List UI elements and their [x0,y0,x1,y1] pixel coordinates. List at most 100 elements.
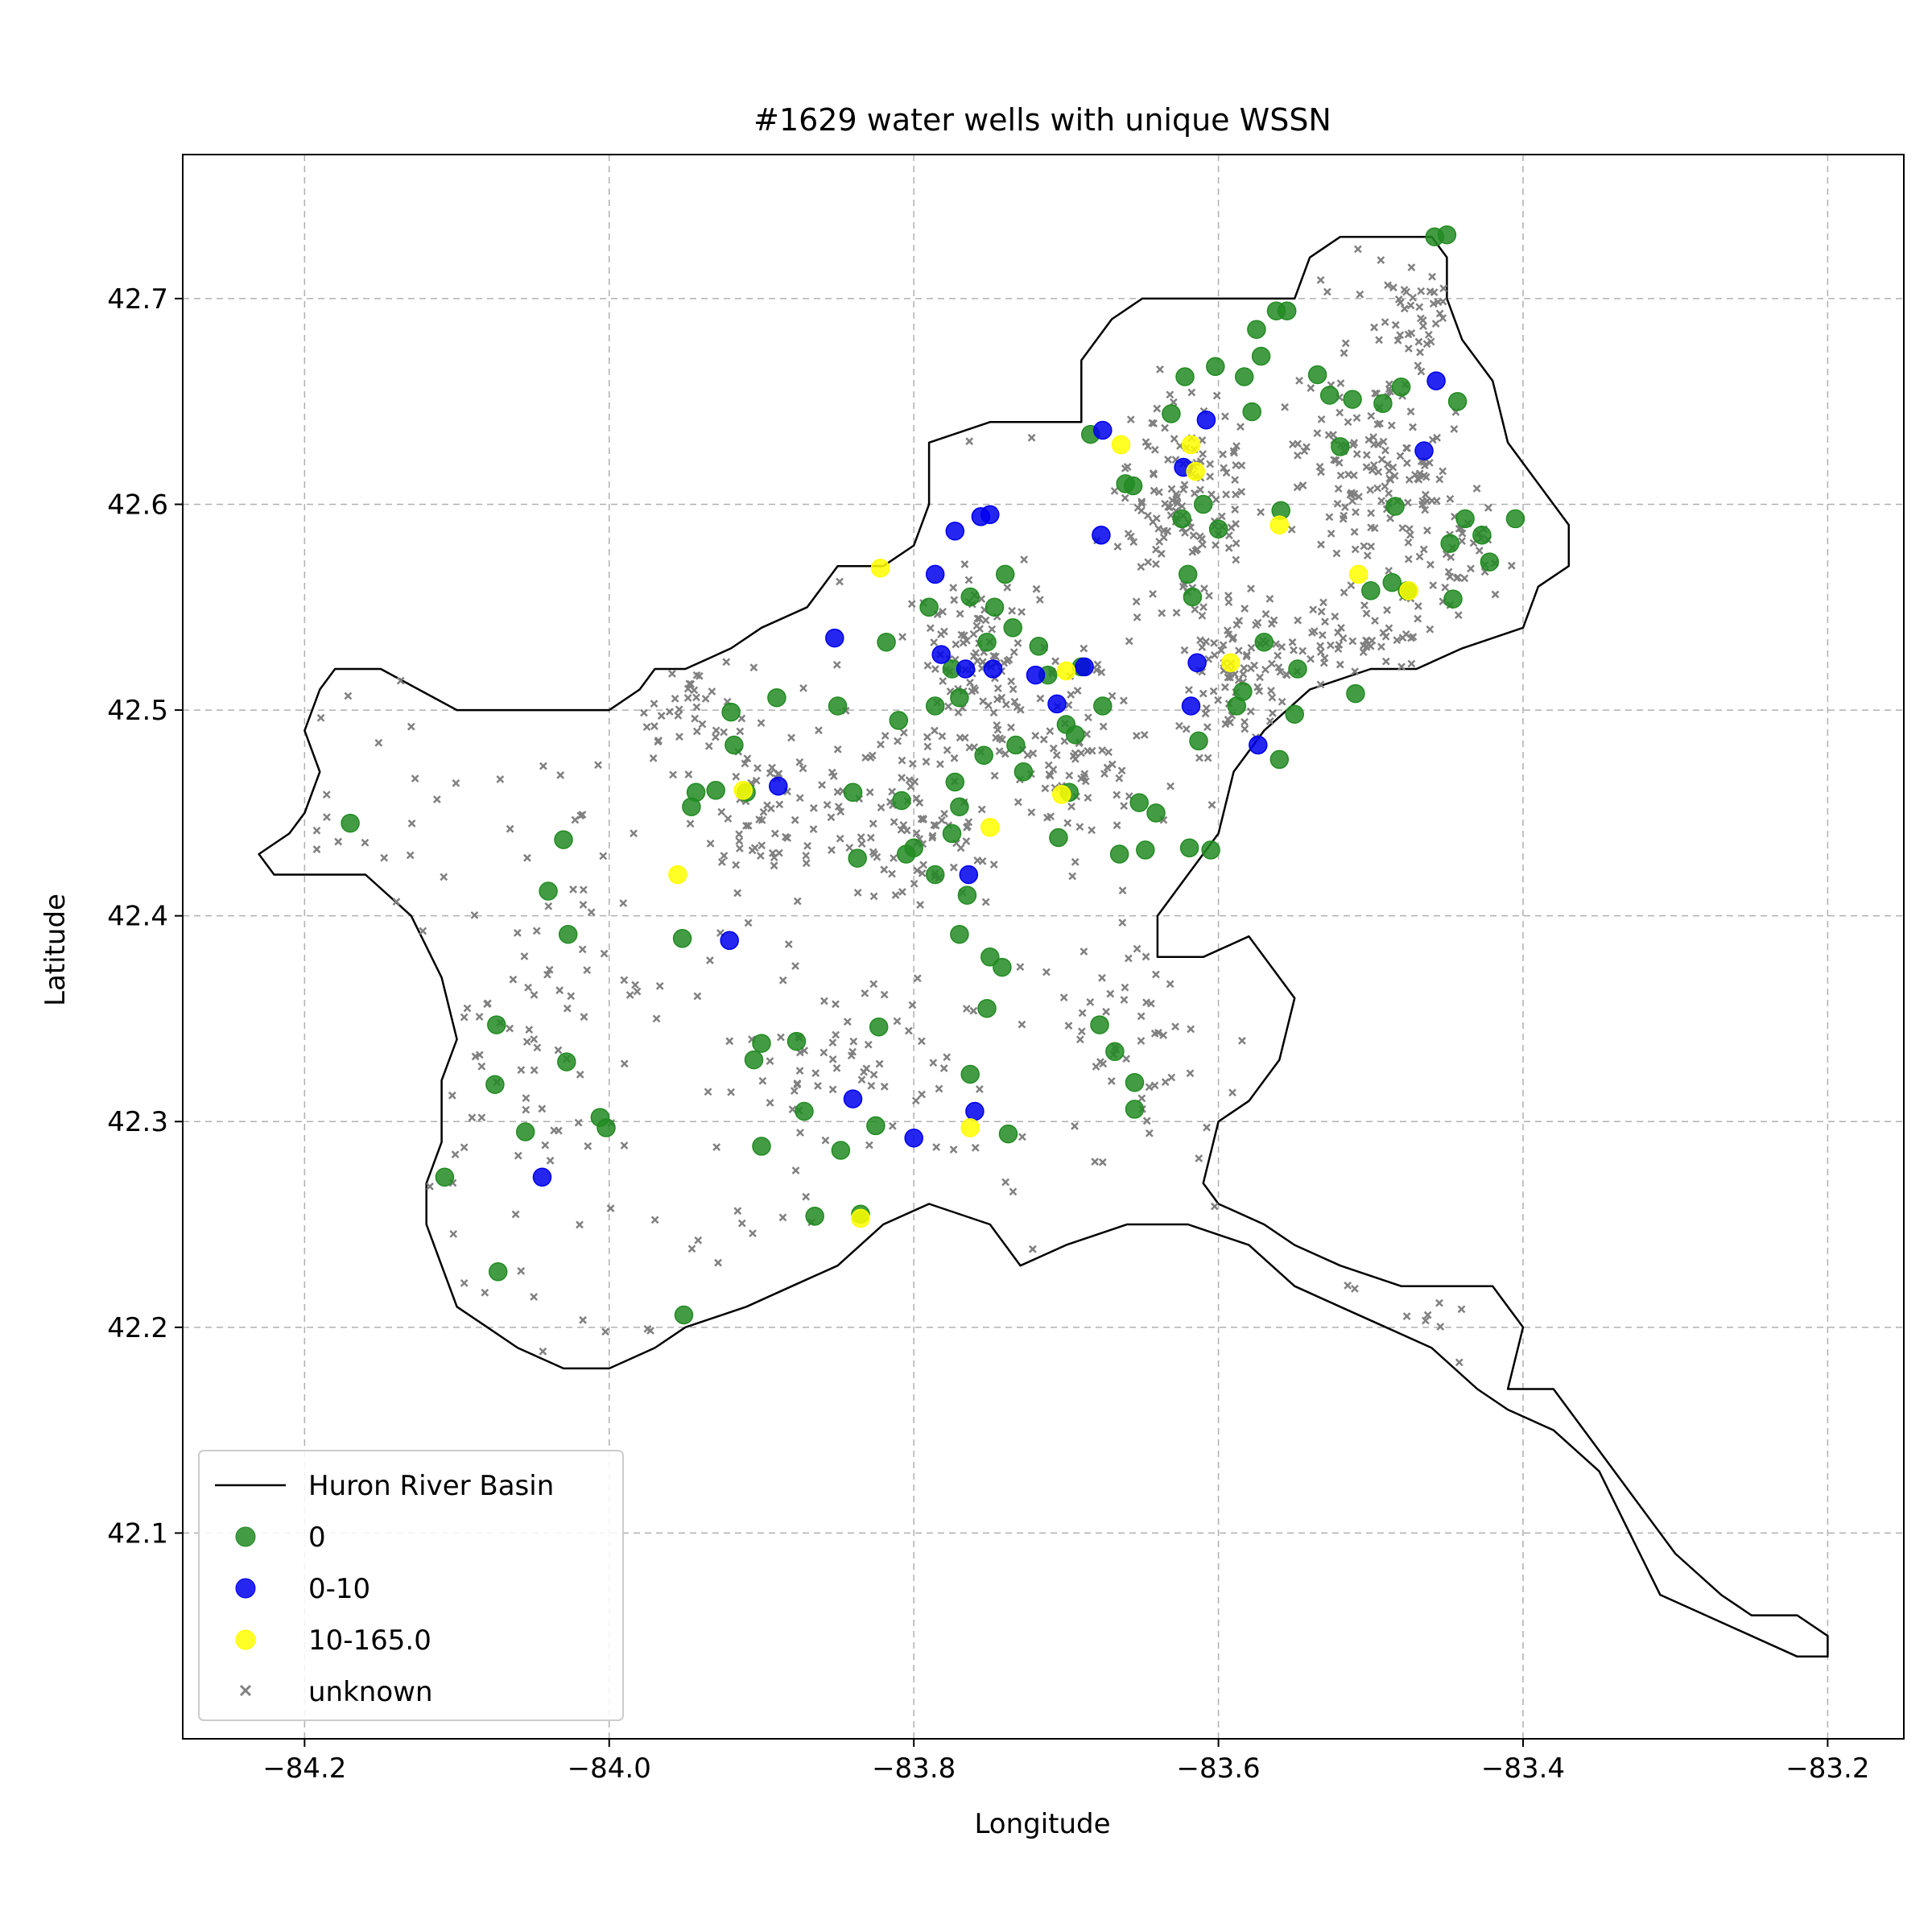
plot-frame [182,154,1905,1740]
point-unknown [828,1085,837,1094]
point-unknown [1164,456,1172,464]
point-unknown [1377,497,1386,505]
point-unknown [1189,531,1198,539]
point-series-0 [1234,367,1254,386]
point-unknown [1424,331,1433,339]
point-series-0 [1277,301,1297,320]
point-series-0 [925,696,945,716]
point-unknown [1369,460,1378,469]
point-unknown [1362,609,1371,617]
point-unknown [752,776,761,785]
point-unknown [1232,442,1241,450]
point-unknown [1210,1202,1219,1211]
point-unknown [1065,771,1074,780]
point-unknown [1274,663,1283,671]
point-unknown [1317,607,1326,616]
point-unknown [1010,697,1019,706]
point-unknown [532,927,541,935]
point-unknown [684,770,693,778]
point-series-1 [1414,441,1434,460]
point-unknown [1041,784,1050,793]
point-unknown [671,694,679,703]
point-series-0 [341,813,360,833]
point-series-0 [1125,1100,1145,1119]
point-unknown [1293,483,1302,492]
point-unknown [766,769,774,778]
point-unknown [1059,993,1068,1002]
chart-title: #1629 water wells with unique WSSN [753,102,1331,138]
point-series-0 [977,632,997,652]
point-unknown [1368,466,1377,475]
point-unknown [1144,558,1153,567]
point-unknown [1241,605,1249,613]
point-unknown [460,1143,469,1152]
point-unknown [829,772,838,781]
y-tick-label: 42.6 [107,489,168,521]
point-unknown [1201,709,1210,718]
point-unknown [836,834,844,843]
point-unknown [867,1081,876,1090]
point-unknown [774,770,783,778]
point-unknown [1344,1282,1352,1290]
point-unknown [1402,459,1411,468]
point-unknown [1234,646,1243,655]
point-unknown [1256,673,1264,682]
point-unknown [966,679,974,687]
point-unknown [690,686,699,695]
point-unknown [392,898,401,906]
point-unknown [828,846,836,854]
point-unknown [514,1151,522,1160]
point-unknown [1205,592,1213,600]
point-unknown [1294,616,1302,625]
point-unknown [1013,798,1022,807]
point-unknown [1340,503,1349,511]
point-unknown [930,638,939,646]
point-unknown [973,657,981,665]
point-unknown [1097,668,1106,677]
point-unknown [374,738,383,747]
point-unknown [1253,683,1262,691]
point-unknown [1001,1178,1009,1187]
point-unknown [930,821,939,829]
point-unknown [1159,533,1168,542]
point-unknown [977,805,986,814]
point-unknown [891,891,900,899]
point-unknown [836,807,845,816]
point-unknown [809,825,818,833]
point-unknown [569,885,577,894]
point-unknown [899,729,908,737]
point-unknown [1036,596,1044,604]
point-unknown [1113,821,1121,830]
point-unknown [1341,339,1350,348]
point-unknown [888,787,897,796]
point-unknown [1083,730,1092,738]
point-unknown [1393,336,1402,345]
point-unknown [1241,724,1249,733]
point-unknown [1046,812,1055,821]
point-unknown [578,811,587,819]
point-unknown [1120,696,1128,705]
point-unknown [1150,419,1158,427]
point-unknown [1186,1069,1195,1078]
point-unknown [475,1013,484,1021]
point-unknown [962,1005,971,1013]
point-unknown [833,787,842,796]
point-series-0 [974,745,993,766]
point-series-0 [1208,519,1228,539]
point-unknown [1418,497,1427,506]
point-unknown [1374,468,1383,477]
point-unknown [657,712,666,720]
point-series-1 [532,1167,552,1187]
point-series-0 [1443,589,1463,609]
point-unknown [1320,654,1329,663]
point-unknown [1200,584,1208,593]
point-unknown [758,841,766,850]
point-unknown [819,1048,828,1057]
point-unknown [704,1088,712,1096]
point-unknown [1099,722,1108,731]
point-unknown [1166,980,1174,989]
point-unknown [904,1026,913,1035]
point-unknown [470,910,479,919]
point-unknown [1029,749,1038,758]
point-unknown [630,829,638,838]
